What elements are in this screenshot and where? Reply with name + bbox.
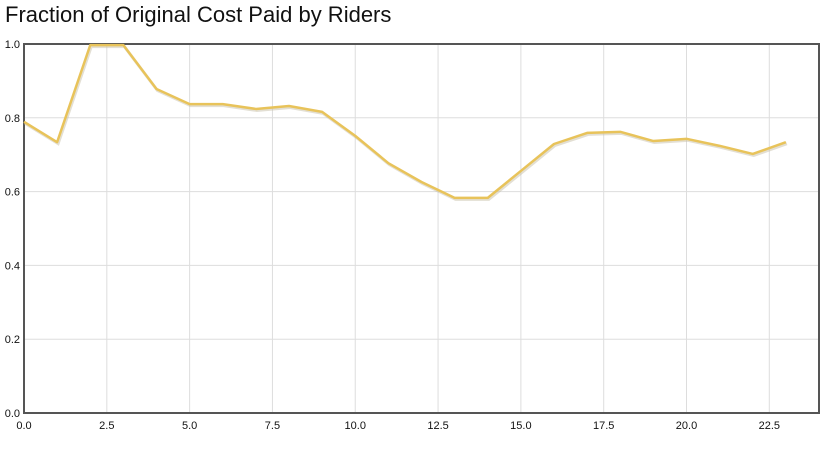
- series-line-shadow: [24, 45, 788, 201]
- y-tick-label: 0.2: [5, 334, 20, 346]
- x-tick-label: 17.5: [593, 420, 614, 432]
- y-tick-label: 0.0: [5, 408, 20, 420]
- chart-title: Fraction of Original Cost Paid by Riders: [5, 2, 392, 27]
- x-tick-label: 5.0: [182, 420, 197, 432]
- x-tick-label: 0.0: [16, 420, 31, 432]
- x-tick-label: 2.5: [99, 420, 114, 432]
- y-tick-label: 0.4: [5, 260, 20, 272]
- x-tick-label: 7.5: [265, 420, 280, 432]
- x-tick-label: 20.0: [676, 420, 697, 432]
- y-tick-label: 1.0: [5, 39, 20, 51]
- x-tick-label: 10.0: [345, 420, 366, 432]
- x-tick-label: 22.5: [759, 420, 780, 432]
- x-tick-label: 12.5: [427, 420, 448, 432]
- x-tick-label: 15.0: [510, 420, 531, 432]
- series-line: [23, 43, 787, 200]
- y-tick-label: 0.8: [5, 113, 20, 125]
- plot-frame: [23, 43, 820, 414]
- y-tick-label: 0.6: [5, 187, 20, 199]
